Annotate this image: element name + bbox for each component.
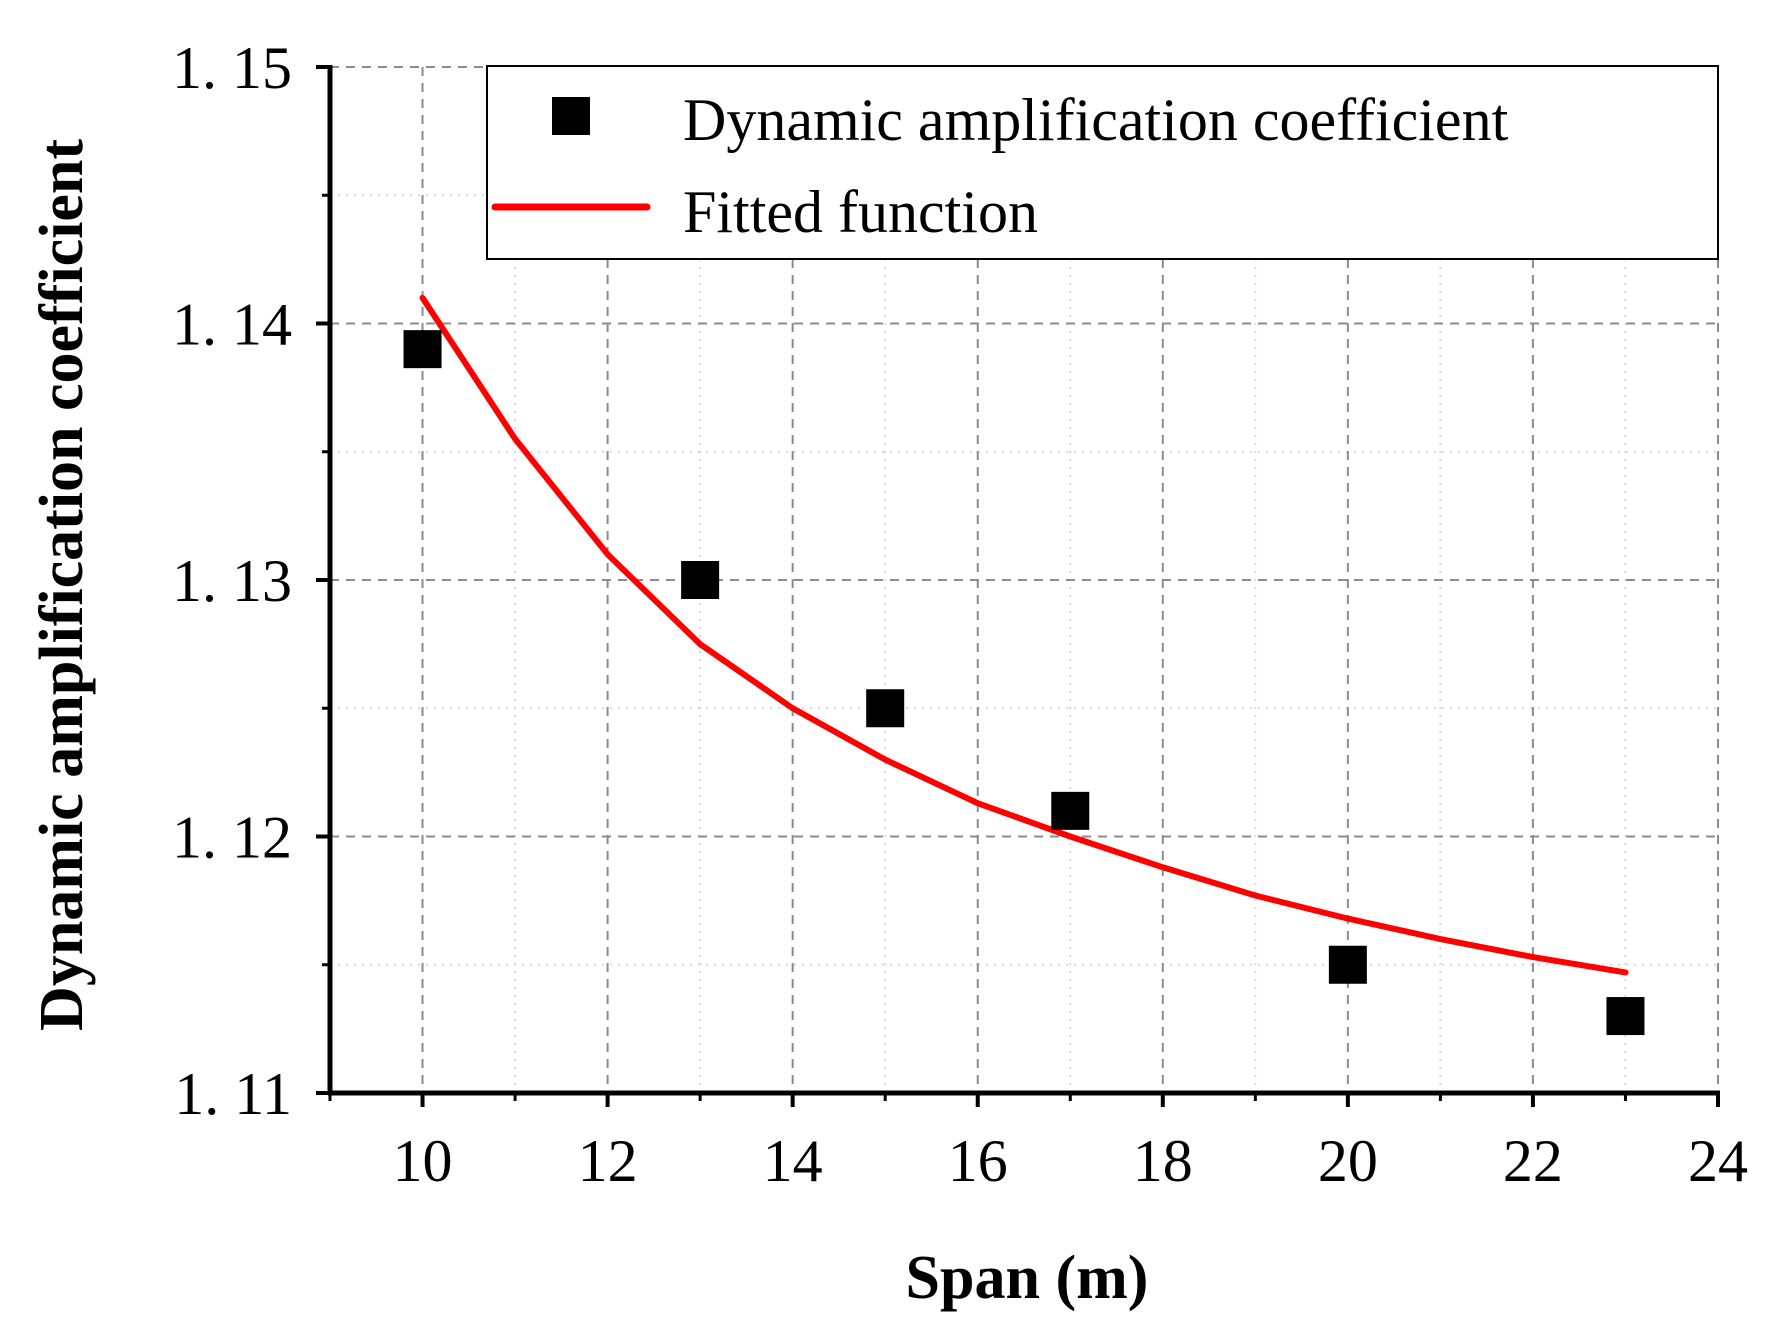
x-tick-label: 10 [393,1128,453,1194]
fitted-function-line [419,294,1629,976]
x-axis-title: Span (m) [906,1244,1149,1312]
data-point-square [1051,791,1090,830]
legend: Dynamic amplification coefficient Fitted … [486,65,1719,260]
legend-label-fit: Fitted function [683,179,1038,245]
x-tick-label: 14 [763,1128,823,1194]
axes: 10 12 14 16 18 20 22 24 1. 11 1. 12 1. 13 1. 14 1. 1… [172,35,1748,1194]
y-tick-label: 1. 14 [172,292,292,358]
legend-label-scatter: Dynamic amplification coefficient [683,87,1509,153]
x-tick-label: 16 [948,1128,1008,1194]
data-point-square [1328,945,1367,984]
y-tick-label: 1. 13 [172,548,292,614]
x-tick-label: 24 [1688,1128,1748,1194]
legend-marker-square [552,97,590,135]
x-tick-label: 18 [1133,1128,1193,1194]
data-point-square [866,689,905,728]
series [403,294,1645,1036]
axis-titles: Span (m) Dynamic amplification coefficie… [28,139,1148,1312]
y-tick-label: 1. 11 [174,1061,292,1127]
y-tick-label: 1. 12 [172,805,292,871]
x-tick-label: 20 [1318,1128,1378,1194]
y-tick-label: 1. 15 [172,35,292,101]
legend-box [486,65,1719,260]
x-tick-label: 22 [1503,1128,1563,1194]
data-point-square [403,330,442,369]
y-axis-title: Dynamic amplification coefficient [28,139,96,1031]
data-point-square [681,561,720,599]
x-tick-label: 12 [578,1128,638,1194]
data-point-square [1606,997,1645,1036]
